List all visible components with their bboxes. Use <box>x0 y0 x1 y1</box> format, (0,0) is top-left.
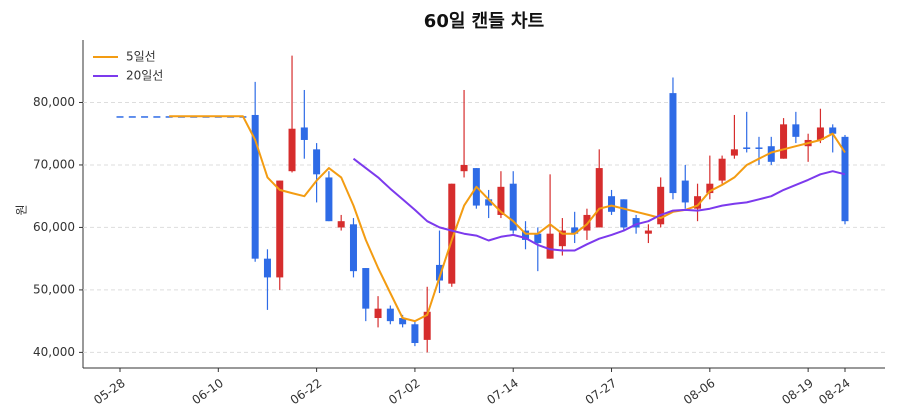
candle-body <box>509 183 517 231</box>
candle-body <box>620 199 628 228</box>
y-tick-label: 40,000 <box>33 345 75 359</box>
candle-body <box>657 186 665 225</box>
y-axis-label: 원 <box>15 204 29 215</box>
y-tick-label: 80,000 <box>33 95 75 109</box>
candle-body <box>435 264 443 281</box>
candle-body <box>792 124 800 137</box>
x-tick-label: 06-10 <box>189 376 226 407</box>
candle-body <box>608 196 616 212</box>
x-tick-label: 08-06 <box>681 376 718 407</box>
candle-body <box>706 183 714 194</box>
legend-label: 5일선 <box>126 50 156 64</box>
candle-body <box>325 177 333 222</box>
candle-body <box>767 146 775 162</box>
candle-body <box>546 233 554 259</box>
candle-body <box>116 116 124 118</box>
moving-average-line <box>169 115 846 323</box>
x-tick-label: 05-28 <box>91 376 128 407</box>
candle-body <box>165 116 173 118</box>
candle-body <box>288 128 296 172</box>
candle-body <box>522 230 530 240</box>
candle-body <box>730 149 738 156</box>
legend-label: 20일선 <box>126 69 163 83</box>
candle-body <box>362 268 370 309</box>
candle-body <box>349 224 357 272</box>
candle-body <box>718 158 726 181</box>
candle-body <box>423 311 431 340</box>
candle-body <box>841 136 849 222</box>
candle-body <box>571 227 579 234</box>
x-tick-label: 07-02 <box>386 376 423 407</box>
moving-average-line <box>352 157 846 252</box>
x-tick-label: 08-24 <box>816 376 853 407</box>
x-tick-label: 07-27 <box>583 376 620 407</box>
candle-body <box>829 127 837 134</box>
candle-body <box>300 127 308 140</box>
y-tick-label: 50,000 <box>33 282 75 296</box>
candle-body <box>386 308 394 322</box>
candle-body <box>644 230 652 234</box>
candle-body <box>251 114 259 259</box>
y-tick-label: 70,000 <box>33 157 75 171</box>
candle-body <box>460 164 468 172</box>
x-tick-label: 08-19 <box>779 376 816 407</box>
x-tick-label: 06-22 <box>288 376 325 407</box>
candle-body <box>141 116 149 118</box>
chart-title: 60일 캔들 차트 <box>424 11 544 32</box>
candle-body <box>755 147 763 149</box>
candle-body <box>399 318 407 325</box>
candle-body <box>276 180 284 278</box>
candle-body <box>743 147 751 149</box>
candle-body <box>558 230 566 247</box>
candle-body <box>632 218 640 228</box>
candle-body <box>313 149 321 175</box>
candle-body <box>374 308 382 319</box>
candle-body <box>337 221 345 228</box>
y-tick-label: 60,000 <box>33 220 75 234</box>
candle-body <box>780 124 788 159</box>
candle-body <box>534 233 542 244</box>
candle-body <box>497 186 505 215</box>
x-tick-label: 07-14 <box>484 376 521 407</box>
candle-body <box>128 116 136 118</box>
candle-body <box>485 199 493 206</box>
candle-body <box>263 258 271 278</box>
candle-body <box>448 183 456 284</box>
candle-body <box>595 168 603 228</box>
candle-body <box>669 93 677 194</box>
candle-body <box>816 127 824 140</box>
candle-body <box>411 324 419 344</box>
candle-body <box>694 196 702 209</box>
candle-body <box>681 180 689 203</box>
candle-body <box>153 116 161 118</box>
